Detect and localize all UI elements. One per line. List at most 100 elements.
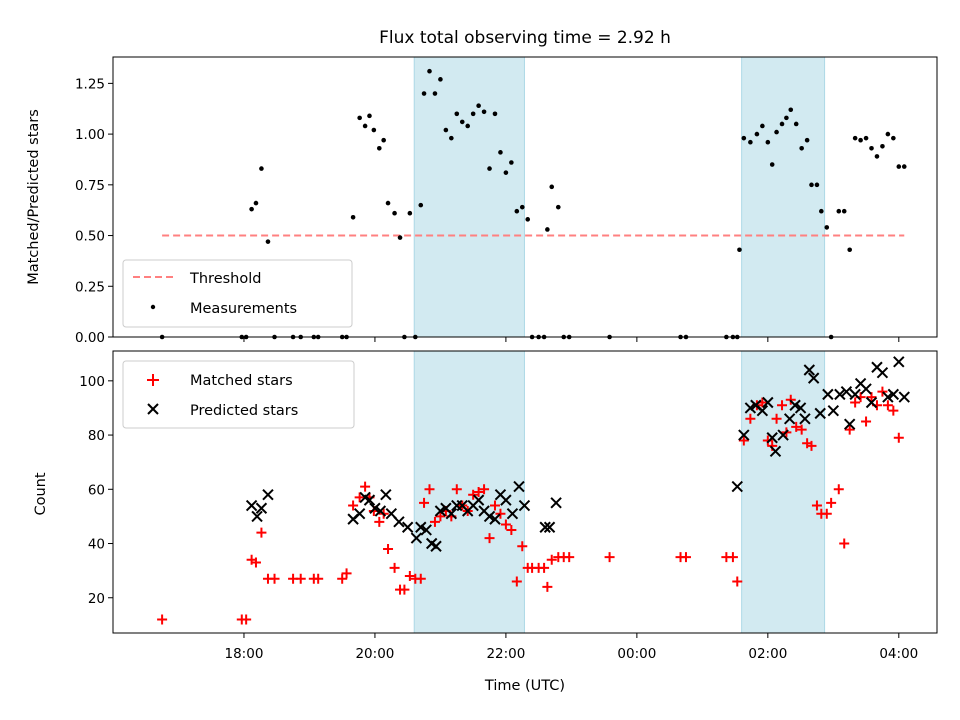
matched-star-point (888, 405, 899, 416)
measurement-point (407, 210, 413, 216)
legend-matched-swatch (147, 374, 159, 386)
measurement-point (788, 107, 794, 113)
matched-star-point (269, 573, 280, 584)
measurement-point (760, 123, 765, 129)
predicted-star-point (513, 480, 525, 493)
measurement-point (265, 239, 271, 244)
matched-star-point (495, 508, 506, 519)
measurement-point (350, 214, 356, 220)
matched-star-point (419, 497, 430, 508)
predicted-star-point (434, 505, 447, 517)
measurement-point (774, 129, 779, 135)
top-panel: 0.00 0.25 0.50 0.75 1.00 1.25 Matched/Predict… (26, 56, 938, 346)
predicted-star-point (827, 404, 840, 417)
legend-matched-label: Matched stars (190, 373, 293, 389)
measurement-point (492, 111, 498, 117)
top-y-tick-label: 0.00 (75, 330, 105, 346)
matched-star-point (489, 500, 500, 511)
measurement-point (503, 170, 509, 175)
bottom-axes-frame (112, 350, 938, 634)
matched-star-point (866, 392, 877, 403)
top-y-axis-label: Matched/Predicted stars (26, 109, 42, 285)
measurement-point (737, 247, 742, 253)
matched-star-point (389, 562, 400, 573)
predicted-star-point (420, 524, 432, 536)
measurement-point (896, 164, 902, 169)
matched-star-point (604, 552, 615, 563)
matched-star-point (882, 400, 893, 411)
predicted-star-point (369, 502, 381, 514)
matched-star-point (424, 484, 435, 495)
measurement-point (874, 154, 880, 159)
measurement-point (519, 204, 525, 210)
measurement-point (793, 121, 799, 127)
measurement-point (476, 103, 481, 108)
predicted-star-point (766, 432, 778, 444)
matched-star-point (451, 484, 462, 495)
matched-star-point (517, 541, 528, 552)
predicted-star-point (849, 388, 861, 401)
top-shaded-region-1 (413, 56, 525, 338)
predicted-star-point (769, 445, 782, 458)
predicted-star-point (738, 429, 750, 441)
measurement-point (459, 119, 465, 125)
measurement-point (498, 150, 503, 155)
measurement-point (525, 217, 531, 222)
legend-predicted-label: Predicted stars (190, 403, 298, 419)
measurement-point (385, 200, 391, 206)
matched-star-point (468, 489, 479, 500)
measurement-point (427, 68, 432, 74)
matched-star-point (850, 397, 861, 408)
legend-predicted-swatch (147, 403, 159, 415)
measurement-point (779, 121, 785, 127)
predicted-star-point (887, 388, 900, 401)
measurement-point (418, 202, 424, 208)
matched-star-point (893, 432, 904, 443)
predicted-star-point (777, 429, 789, 441)
measurement-point (852, 135, 858, 141)
x-tick-label: 02:00 (748, 646, 787, 662)
measurement-point (836, 208, 842, 214)
predicted-star-point (518, 499, 531, 512)
measurement-point (891, 135, 896, 141)
x-tick-label: 20:00 (355, 646, 394, 662)
predicted-star-point (445, 507, 458, 520)
bot-y-tick-label: 40 (88, 537, 105, 553)
predicted-star-point (822, 388, 834, 401)
matched-star-point (745, 413, 756, 424)
matched-star-point (415, 573, 426, 584)
bottom-x-ticks: 18:00 20:00 22:00 00:00 02:00 04:00 (225, 633, 918, 662)
predicted-star-point (834, 388, 846, 401)
predicted-star-point (843, 418, 856, 430)
matched-star-point (762, 435, 773, 446)
predicted-star-point (814, 407, 826, 420)
predicted-star-point (393, 516, 405, 528)
top-shaded-regions (413, 56, 826, 338)
predicted-star-point (882, 391, 894, 403)
measurement-point (362, 123, 368, 129)
measurement-point (863, 135, 869, 141)
x-axis-label: Time (UTC) (484, 678, 565, 694)
predicted-star-point (472, 494, 485, 506)
matched-star-point (374, 516, 385, 527)
top-y-tick-label: 0.75 (75, 178, 105, 194)
measurement-point (555, 204, 561, 210)
measurement-point (371, 127, 377, 133)
measurement-point (784, 115, 789, 121)
x-tick-label: 22:00 (486, 646, 525, 662)
matched-star-point (435, 511, 446, 522)
predicted-star-point (762, 396, 774, 409)
measurement-point (824, 225, 830, 230)
bot-shaded-region-1 (413, 350, 525, 634)
matched-star-point (250, 557, 261, 568)
predicted-star-point (401, 521, 414, 533)
measurement-point (421, 91, 427, 96)
measurement-point (357, 115, 362, 121)
top-y-tick-label: 0.50 (75, 229, 105, 245)
matched-star-point (839, 538, 850, 549)
matched-star-point (877, 386, 888, 397)
matched-star-point (511, 576, 522, 587)
measurement-point (819, 208, 824, 214)
matched-star-point (796, 424, 807, 435)
